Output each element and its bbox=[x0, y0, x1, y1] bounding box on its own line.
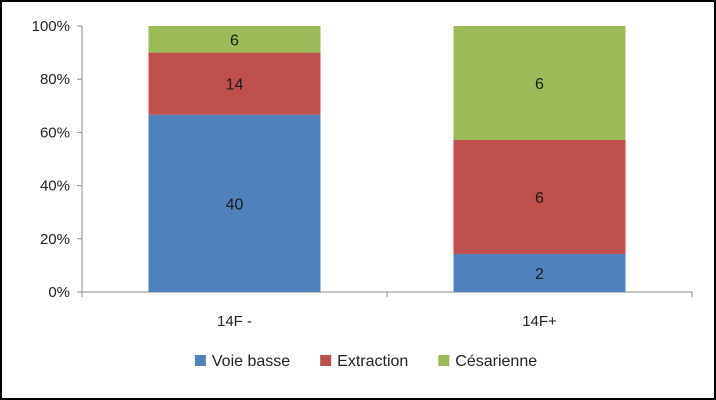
bar-segment-1-cat-2 bbox=[453, 254, 626, 292]
legend-label: Extraction bbox=[337, 353, 408, 370]
data-label: 14 bbox=[226, 77, 244, 94]
data-label: 6 bbox=[230, 32, 239, 49]
chart-bars bbox=[148, 26, 626, 293]
legend-item: Voie basse bbox=[194, 353, 290, 370]
y-tick-label: 0% bbox=[48, 284, 70, 301]
y-tick-label: 60% bbox=[40, 124, 70, 141]
x-category-label: 14F - bbox=[217, 313, 252, 330]
bar-segment-1-cat-1 bbox=[148, 114, 321, 293]
legend-swatch bbox=[194, 355, 206, 366]
legend-label: Césarienne bbox=[455, 353, 537, 370]
legend-swatch bbox=[320, 355, 332, 366]
bar-segment-3-cat-2 bbox=[453, 26, 626, 140]
y-tick-label: 20% bbox=[40, 231, 70, 248]
y-tick-label: 80% bbox=[40, 71, 70, 88]
legend-item: Césarienne bbox=[438, 353, 537, 370]
bar-segment-2-cat-1 bbox=[148, 52, 321, 115]
data-label: 40 bbox=[226, 196, 244, 213]
chart-legend: Voie basse Extraction Césarienne bbox=[194, 353, 537, 370]
legend-swatch bbox=[438, 355, 450, 366]
data-label: 6 bbox=[535, 190, 544, 207]
bar-segment-2-cat-2 bbox=[453, 140, 626, 254]
data-label: 2 bbox=[535, 266, 544, 283]
x-category-label: 14F+ bbox=[522, 313, 557, 330]
chart-data-labels: 40 14 6 2 6 6 bbox=[226, 32, 544, 283]
y-tick-label: 100% bbox=[32, 18, 70, 35]
legend-item: Extraction bbox=[320, 353, 408, 370]
data-label: 6 bbox=[535, 76, 544, 93]
legend-label: Voie basse bbox=[212, 353, 290, 370]
y-tick-label: 40% bbox=[40, 178, 70, 195]
bar-segment-3-cat-1 bbox=[148, 26, 321, 53]
